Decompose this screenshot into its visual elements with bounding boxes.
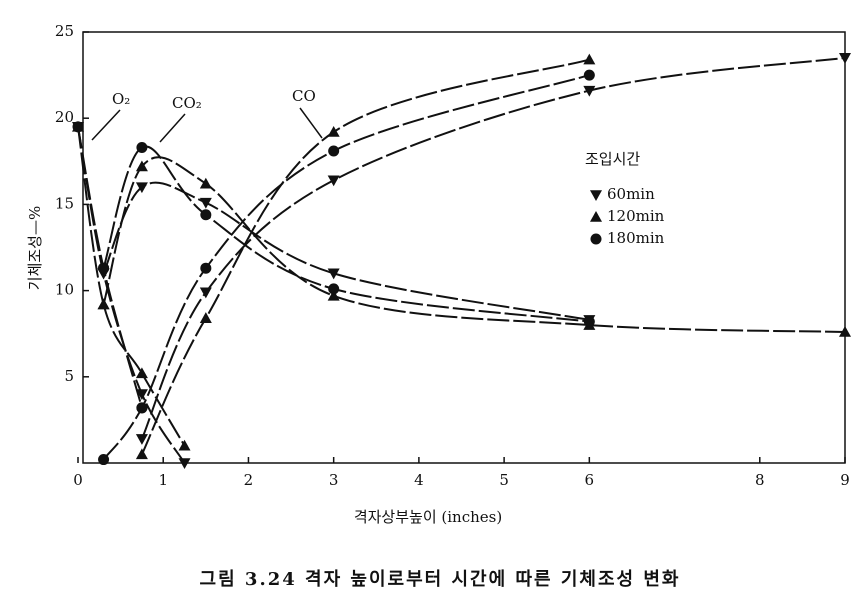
marker (136, 142, 148, 154)
x-tick-label: 3 (329, 471, 339, 489)
marker (97, 298, 110, 310)
marker (327, 125, 340, 137)
marker (135, 389, 148, 401)
legend-label: 180min (607, 229, 665, 247)
x-axis-label: 격자상부높이 (inches) (354, 508, 502, 526)
curve (77, 126, 186, 447)
marker (98, 262, 110, 274)
x-tick-label: 4 (414, 471, 424, 489)
gas-label: CO (292, 87, 316, 105)
marker (98, 454, 110, 466)
x-tick-label: 0 (73, 471, 83, 489)
marker (178, 458, 191, 469)
plot-frame (82, 31, 846, 464)
x-tick-label: 5 (499, 471, 509, 489)
y-tick-label: 5 (64, 367, 74, 385)
y-tick-label: 10 (55, 281, 74, 299)
legend-marker (590, 190, 602, 201)
marker (839, 325, 851, 337)
marker (327, 289, 340, 301)
y-tick-label: 15 (55, 194, 74, 212)
gas-label: O₂ (112, 90, 130, 108)
marker (328, 145, 340, 157)
label-leader (91, 107, 323, 143)
marker (199, 197, 212, 209)
marker (136, 402, 148, 414)
curve (102, 181, 590, 321)
marker (328, 283, 340, 295)
legend-label: 60min (607, 185, 655, 203)
legend-marker (590, 211, 602, 222)
marker (135, 434, 148, 445)
legend-label: 120min (607, 207, 665, 225)
marker (199, 312, 212, 323)
marker (135, 182, 148, 194)
y-tick-label: 25 (55, 22, 74, 40)
curve (141, 58, 590, 455)
x-tick-label: 9 (840, 471, 850, 489)
curve (102, 74, 590, 461)
gas-label: CO₂ (172, 94, 202, 112)
marker (839, 53, 851, 64)
marker (583, 53, 596, 65)
marker (583, 85, 596, 97)
marker (135, 160, 148, 172)
curve (141, 56, 846, 440)
x-tick-label: 1 (158, 471, 168, 489)
marker (199, 177, 212, 189)
marker (199, 287, 212, 299)
marker (583, 69, 595, 81)
curve (77, 126, 143, 409)
curve (77, 126, 186, 464)
legend-marker (590, 233, 602, 245)
curve (102, 145, 590, 323)
marker (327, 268, 340, 280)
y-axis-label: 기체조성—% (26, 206, 44, 290)
caption: 그림 3.24 격자 높이로부터 시간에 따른 기체조성 변화 (200, 569, 681, 590)
x-tick-label: 6 (585, 471, 595, 489)
marker (135, 448, 148, 460)
marker (200, 262, 212, 274)
marker (178, 439, 191, 451)
marker (327, 175, 340, 187)
curve (102, 156, 846, 333)
marker (583, 316, 595, 328)
marker (72, 121, 84, 133)
marker (135, 367, 148, 379)
legend-title: 조입시간 (585, 150, 640, 168)
x-tick-label: 2 (244, 471, 254, 489)
marker (200, 209, 212, 221)
y-tick-label: 20 (55, 108, 74, 126)
x-tick-label: 8 (755, 471, 765, 489)
